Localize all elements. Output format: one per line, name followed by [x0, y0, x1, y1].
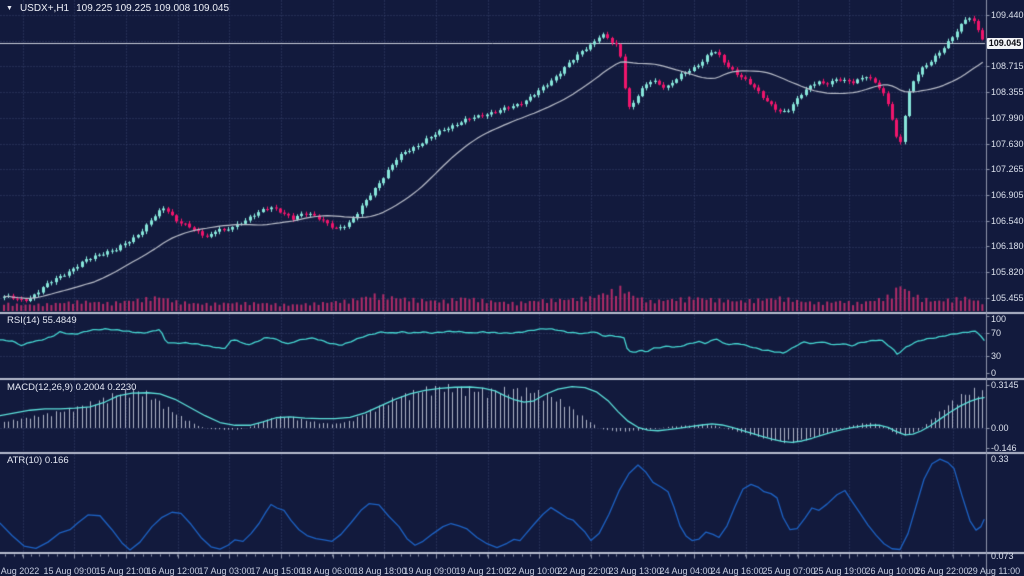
- time-axis-label: 22 Aug 22:00: [557, 566, 611, 576]
- price-axis-label: 107.630: [991, 138, 1024, 149]
- price-axis-label: 106.540: [991, 215, 1024, 226]
- macd-indicator-label: MACD(12,26,9) 0.2004 0.2230: [7, 382, 137, 393]
- time-axis-label: 18 Aug 06:00: [301, 566, 355, 576]
- time-axis-label: 24 Aug 16:00: [710, 566, 764, 576]
- time-axis-label: 22 Aug 10:00: [506, 566, 560, 576]
- price-axis-label: 107.265: [991, 164, 1024, 175]
- price-axis-label: 106.180: [991, 241, 1024, 252]
- time-axis-label: 17 Aug 03:00: [198, 566, 252, 576]
- rsi-axis-label: 100: [991, 314, 1007, 324]
- time-axis-label: 25 Aug 07:00: [762, 566, 816, 576]
- time-axis-label: 15 Aug 09:00: [43, 566, 97, 576]
- price-axis-label: 106.905: [991, 189, 1024, 200]
- price-axis-label: 109.440: [991, 10, 1024, 20]
- time-axis-label: 18 Aug 18:00: [353, 566, 407, 576]
- rsi-axis-label: 30: [991, 350, 1002, 361]
- rsi-axis-label: 70: [991, 328, 1002, 339]
- atr-indicator-label: ATR(10) 0.166: [7, 455, 69, 466]
- time-axis-label: 17 Aug 15:00: [250, 566, 304, 576]
- time-axis-label: 24 Aug 04:00: [659, 566, 713, 576]
- time-axis-label: 26 Aug 22:00: [915, 566, 969, 576]
- macd-axis-label: -0.146: [991, 442, 1017, 453]
- time-axis-label: 26 Aug 10:00: [865, 566, 919, 576]
- symbol-period-label: USDX+,H1: [19, 3, 70, 14]
- rsi-axis-label: 0: [991, 368, 997, 378]
- time-axis-label: 16 Aug 12:00: [146, 566, 200, 576]
- time-axis-label: 12 Aug 2022: [0, 566, 40, 576]
- rsi-indicator-label: RSI(14) 55.4849: [7, 315, 77, 326]
- price-axis[interactable]: 109.440 108.715 108.355 107.990 107.630 107.2…: [985, 0, 1024, 576]
- current-price-tag: 109.045: [987, 37, 1023, 49]
- price-axis-label: 105.820: [991, 267, 1024, 278]
- time-axis-label: 29 Aug 11:00: [967, 566, 1021, 576]
- price-axis-label: 108.355: [991, 87, 1024, 98]
- price-axis-label: 107.990: [991, 112, 1024, 123]
- price-axis-label: 108.715: [991, 61, 1024, 72]
- chart-title: ▼ USDX+,H1 109.225 109.225 109.008 109.0…: [6, 4, 229, 14]
- price-axis-label: 105.455: [991, 292, 1024, 303]
- time-axis-label: 19 Aug 09:00: [403, 566, 457, 576]
- atr-axis-label: 0.33: [991, 454, 1009, 464]
- macd-axis-label: 0.00: [991, 423, 1009, 433]
- symbol-dropdown-icon[interactable]: ▼: [6, 5, 13, 12]
- time-axis-label: 25 Aug 19:00: [813, 566, 867, 576]
- time-axis-label: 15 Aug 21:00: [95, 566, 149, 576]
- atr-axis-label: 0.073: [991, 550, 1014, 561]
- time-axis-label: 23 Aug 13:00: [608, 566, 662, 576]
- time-axis-label: 19 Aug 21:00: [455, 566, 509, 576]
- ohlc-values: 109.225 109.225 109.008 109.045: [76, 3, 230, 14]
- macd-axis-label: 0.3145: [991, 380, 1019, 390]
